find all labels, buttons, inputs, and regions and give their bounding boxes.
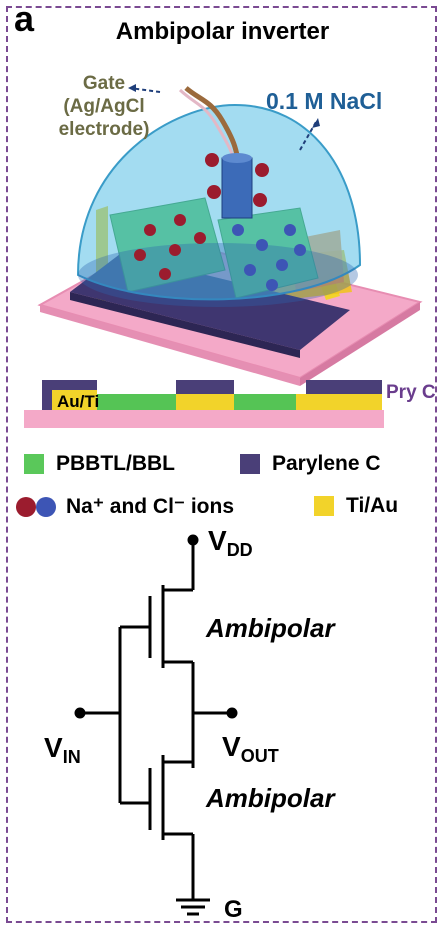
legend-item-tiau: Ti/Au (314, 494, 398, 518)
panel-letter: a (14, 0, 35, 39)
blue-dot-swatch (36, 496, 56, 517)
gate-label-line2: (Ag/AgCl (63, 96, 145, 117)
legend-label: PBBTL/BBL (56, 452, 175, 475)
na-ions (134, 153, 269, 280)
green-swatch (24, 454, 44, 474)
pry-c-label: Pry C (386, 382, 436, 403)
cl-ions (232, 224, 306, 291)
vout-label: VOUT (222, 731, 279, 766)
gate-label: Gate (Ag/AgCl electrode) (24, 72, 184, 141)
legend-label: Ti/Au (346, 494, 399, 517)
gate-label-line1: Gate (82, 73, 126, 94)
legend-item-ions: Na⁺ and Cl⁻ ions (16, 494, 234, 519)
inverter-schematic: VDD Ambipolar VIN VOUT Ambipolar G (44, 530, 336, 923)
bottom-transistor-label: Ambipolar (205, 783, 336, 813)
vin-label: VIN (44, 732, 81, 767)
red-dot-swatch (16, 496, 36, 517)
au-ti-label: Au/Ti (57, 392, 99, 411)
electrolyte-dome (76, 103, 362, 301)
electrolyte-label: 0.1 M NaCl (266, 88, 383, 114)
legend-item-parylene: Parylene C (240, 452, 381, 476)
figure-frame (6, 6, 437, 923)
legend-label: Na⁺ and Cl⁻ ions (66, 495, 235, 518)
top-transistor-label: Ambipolar (205, 613, 336, 643)
legend-item-pbbtl: PBBTL/BBL (24, 452, 175, 476)
purple-swatch (240, 454, 260, 474)
legend-label: Parylene C (272, 452, 381, 475)
device-illustration (37, 84, 423, 386)
gate-electrode (221, 157, 253, 219)
gate-label-line3: electrode) (58, 119, 150, 140)
yellow-swatch (314, 496, 334, 516)
figure-title: Ambipolar inverter (115, 18, 330, 45)
cross-section: Au/Ti Pry C (24, 380, 436, 428)
ground-label: G (224, 896, 243, 923)
vdd-label: VDD (208, 530, 253, 560)
